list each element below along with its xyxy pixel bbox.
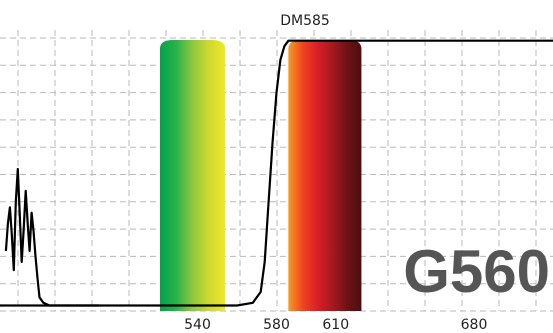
x-tick-labels: 540 580 610 680 (184, 317, 487, 333)
series-line-dm585 (0, 39, 553, 307)
x-tick-label: 610 (322, 317, 349, 333)
series-label-dm585: DM585 (280, 13, 330, 29)
filter-badge: G560 (403, 238, 550, 305)
x-tick-label: 680 (461, 317, 488, 333)
emission-band (288, 40, 362, 311)
emission-bands (159, 40, 362, 311)
x-tick-label: 580 (263, 317, 290, 333)
x-tick-label: 540 (184, 317, 211, 333)
series-line-excitation (4, 167, 99, 307)
emission-band (159, 40, 226, 311)
series-lines (0, 39, 553, 307)
